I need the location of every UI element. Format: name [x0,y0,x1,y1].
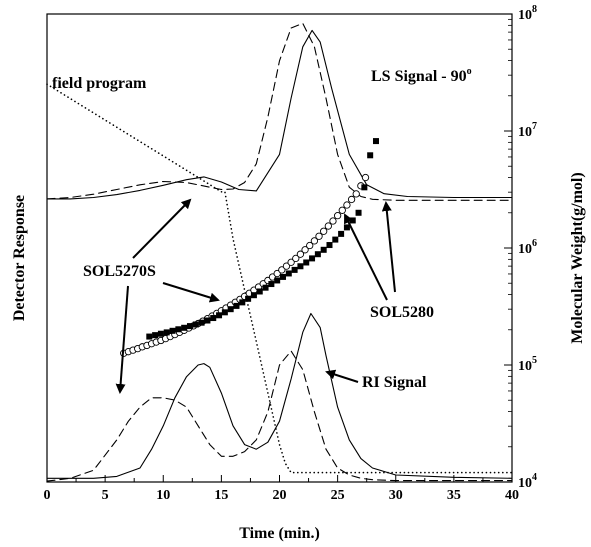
sol5280-point [163,329,170,336]
sol5280-point [309,255,316,262]
sol5280-point [343,224,350,231]
sol5270s-point [343,201,351,209]
ls-signal-label: LS Signal - 90o [371,66,472,85]
sol5280-arrow-ls [381,201,396,293]
series-line-0 [46,29,513,200]
sol5270s-point [347,195,356,204]
sol5280-point [216,312,223,319]
sol5270s-point [306,241,314,250]
sol5280-point [338,230,345,237]
sol5280-point [320,246,327,253]
x-tick-label: 30 [389,488,403,503]
sol5270s-point [310,237,319,245]
sol5270s-point [296,250,305,258]
x-axis-title: Time (min.) [239,525,320,542]
sol5280-point [204,317,211,324]
y-right-axis-title: Molecular Weight(g/mol) [569,172,586,343]
y-left-axis-title: Detector Response [11,195,28,321]
sol5280-point [274,277,281,284]
x-tick-label: 20 [273,488,287,503]
series-line-1 [46,22,513,201]
sol5280-point [285,270,292,277]
sol5280-point [210,315,217,322]
plot-series [46,22,513,482]
sol5270s-point [338,206,346,214]
sol5280-point [372,138,379,145]
sol5280-point [349,217,356,224]
sol5280-point [157,330,164,337]
sol5280-point [297,263,304,270]
series-line-4 [46,83,513,474]
sol5270s-point [282,262,291,270]
sol5270s-point [278,266,286,274]
sol5270s-point [333,212,342,220]
sol5270s-arrow-ls [132,198,192,259]
y2-tick-label: 106 [518,238,537,257]
sol5270s-point [352,190,360,198]
sol5280-point [221,309,228,316]
ri-signal-label: RI Signal [362,374,427,391]
sol5280-point [146,333,153,340]
sol5280-point [355,209,362,216]
sol5270s-point [273,269,281,278]
sol5280-point [291,266,298,273]
sol5280-point [268,281,275,288]
sol5270s-point [324,222,332,230]
sol5280-point [279,273,286,280]
sol5280-point [250,292,257,299]
field-program-label: field program [52,75,147,92]
sol5270s-point [292,254,300,263]
sol5280-point [233,302,240,309]
sol5270s-point [315,232,323,240]
x-tick-label: 35 [447,488,461,503]
sol5280-point [169,327,176,334]
x-tick-label: 0 [44,488,51,503]
sol5280-point [361,184,368,191]
sol5280-point [227,306,234,313]
x-tick-label: 5 [102,488,109,503]
sol5280-label: SOL5280 [370,304,434,321]
sol5280-point [256,288,263,295]
sol5280-point [332,236,339,243]
sol5280-point [326,242,333,249]
sol5270s-arrow-ri [115,285,129,394]
sol5280-point [175,326,182,333]
sol5270s-point [320,227,328,235]
sol5280-point [181,324,188,331]
y2-tick-label: 108 [518,4,537,23]
sol5270s-arrow-points [162,282,220,303]
sol5280-point [152,332,159,339]
x-tick-label: 40 [505,488,519,503]
y2-tick-label: 104 [518,472,537,491]
sol5280-point [262,284,269,291]
x-tick-label: 25 [331,488,345,503]
y2-tick-label: 105 [518,355,537,374]
series-line-3 [46,350,513,482]
plot-annotations: field program LS Signal - 90o SOL5270S SOL5… [52,66,472,394]
sol5280-arrow-points [344,213,388,301]
sol5280-point [186,323,193,330]
series-line-2 [46,312,513,479]
y2-tick-label: 107 [518,121,537,140]
sol5270s-point [301,246,309,254]
sol5280-point [367,152,374,159]
sol5270s-point [329,217,337,225]
sol5270s-point [287,258,295,266]
sol5280-point [192,321,199,328]
sol5280-arrow-ri [325,369,359,383]
x-tick-label: 15 [214,488,228,503]
sol5280-point [245,295,252,302]
sol5280-point [314,251,321,258]
sol5270s-label: SOL5270S [83,263,156,280]
sol5280-point [303,259,310,266]
x-tick-label: 10 [156,488,170,503]
sol5280-point [198,319,205,326]
sol5280-point [239,299,246,306]
sol5270s-point [361,173,370,182]
